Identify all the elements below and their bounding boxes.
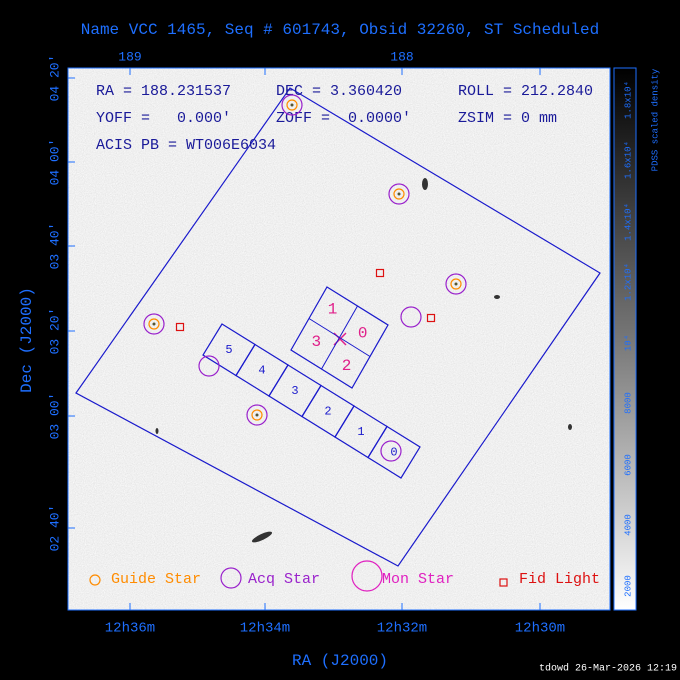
acq-star (388, 183, 410, 205)
footer: tdowd 26-Mar-2026 12:19 (539, 663, 677, 675)
legend-fid-symbol (499, 578, 508, 587)
colorbar (613, 67, 637, 611)
acis-i-chip-label: 1 (328, 300, 338, 318)
info-text: ZSIM = 0 mm (458, 110, 557, 127)
info-text: DEC = 3.360420 (276, 83, 402, 100)
acis-s-chip-label: 5 (225, 343, 232, 357)
acq-star (445, 273, 467, 295)
bottom-tick-label: 12h32m (377, 621, 427, 637)
fid-light (426, 313, 436, 323)
acis-s-chip-label: 1 (357, 425, 364, 439)
star-dot (290, 103, 294, 107)
galaxies (155, 178, 572, 543)
legend-label: Fid Light (519, 571, 600, 588)
left-tick-label: 04 00' (47, 139, 62, 186)
x-axis-label: RA (J2000) (292, 652, 388, 670)
fid-light (175, 322, 185, 332)
info-text: ACIS PB = WT006E6034 (96, 137, 276, 154)
star-dot (397, 192, 401, 196)
info-text: YOFF = 0.000' (96, 110, 231, 127)
acq-star (198, 355, 220, 377)
galaxy (494, 295, 500, 299)
legend-label: Acq Star (248, 571, 320, 588)
guide-star (393, 188, 405, 200)
colorbar-label: 2000 (623, 575, 633, 597)
left-tick-label: 04 20' (47, 55, 62, 102)
colorbar-label: 4000 (623, 514, 633, 536)
legend-guide-symbol (89, 574, 101, 586)
acq-star (246, 404, 268, 426)
colorbar-label: 6000 (623, 454, 633, 476)
plot-frame (67, 67, 611, 611)
acis-i-chip-label: 3 (312, 333, 322, 351)
star-dot (152, 322, 156, 326)
acq-star (281, 94, 303, 116)
left-tick-label: 03 20' (47, 308, 62, 355)
acis-s-chip (367, 425, 421, 479)
info-text: RA = 188.231537 (96, 83, 231, 100)
guide-star (450, 278, 462, 290)
left-tick-label: 03 40' (47, 223, 62, 270)
colorbar-label: 1.4x10⁴ (622, 203, 633, 241)
info-text: ROLL = 212.2840 (458, 83, 593, 100)
acis-i-array (290, 286, 389, 389)
top-tick-label: 189 (118, 49, 141, 64)
acis-s-chip-label: 3 (291, 384, 298, 398)
legend-mon-symbol (351, 560, 383, 592)
acis-i-divider (308, 318, 371, 357)
bottom-tick-label: 12h36m (105, 621, 155, 637)
fov-box (75, 87, 601, 567)
colorbar-label: 10⁴ (622, 335, 633, 351)
acis-i-chip-label: 2 (342, 357, 352, 375)
colorbar-title: PDSS scaled density (650, 68, 660, 171)
title: Name VCC 1465, Seq # 601743, Obsid 32260… (81, 21, 599, 39)
colorbar-label: 8000 (623, 392, 633, 414)
galaxy (568, 424, 572, 430)
acis-s-chip-label: 4 (258, 363, 265, 377)
y-axis-label: Dec (J2000) (18, 287, 36, 393)
acq-star (380, 440, 402, 462)
legend-acq-symbol (220, 567, 242, 589)
galaxy (155, 428, 159, 434)
galaxy (422, 178, 428, 190)
legend-label: Guide Star (111, 571, 201, 588)
colorbar-label: 1.2x10⁴ (622, 263, 633, 301)
top-tick-label: 188 (390, 49, 413, 64)
star-dot (255, 413, 259, 417)
guide-star (148, 318, 160, 330)
left-tick-label: 03 00' (47, 393, 62, 440)
fid-light (375, 268, 385, 278)
acis-i-chip-label: 0 (358, 324, 368, 342)
guide-star (251, 409, 263, 421)
info-text: ZOFF = 0.0000' (276, 110, 411, 127)
colorbar-label: 1.6x10⁴ (622, 141, 633, 179)
guide-star (286, 99, 298, 111)
acis-s-chip-label: 0 (390, 445, 397, 459)
acq-star (400, 306, 422, 328)
galaxy (251, 531, 273, 543)
bottom-tick-label: 12h30m (515, 621, 565, 637)
star-dot (454, 282, 458, 286)
left-tick-label: 02 40' (47, 505, 62, 552)
acq-star (143, 313, 165, 335)
field-of-view (75, 87, 601, 567)
bottom-tick-label: 12h34m (240, 621, 290, 637)
colorbar-label: 1.8x10⁴ (622, 81, 633, 119)
acis-s-chip-label: 2 (324, 404, 331, 418)
legend-label: Mon Star (382, 571, 454, 588)
